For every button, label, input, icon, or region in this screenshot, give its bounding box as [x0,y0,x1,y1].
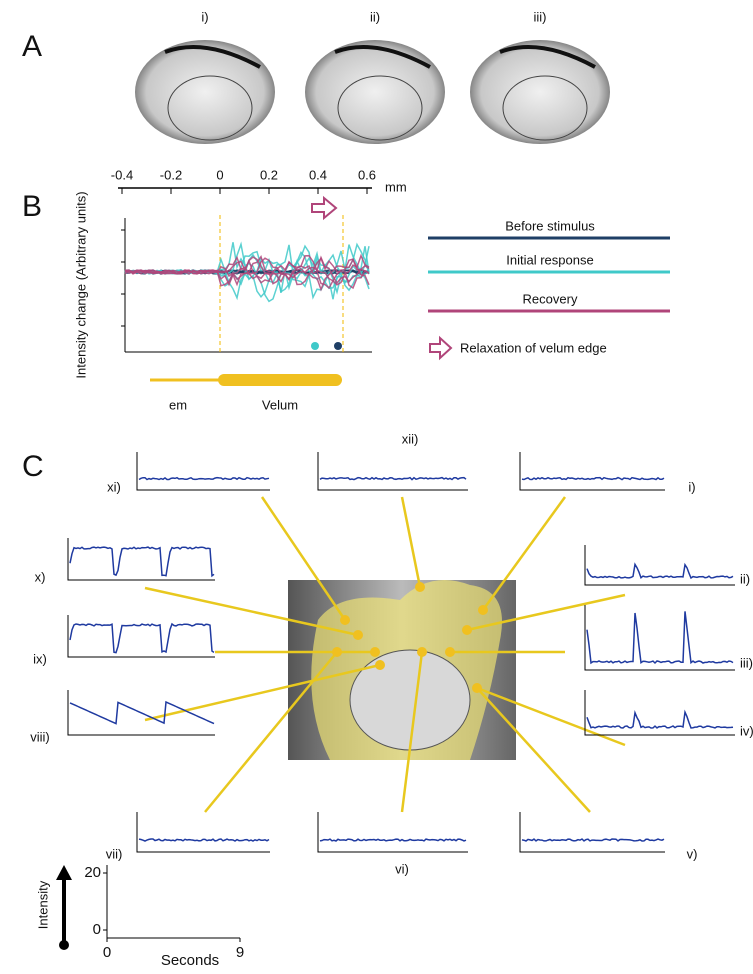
mini-trace [522,839,664,841]
tick-label: 9 [236,944,244,961]
plot-label: vi) [395,861,409,876]
mini-trace [70,547,214,576]
tick-label: 0.4 [309,167,327,182]
legend-label: Relaxation of velum edge [460,340,607,355]
dot [334,342,342,350]
figure: A B C i) ii) iii) -0.4 -0.2 0 0.2 0.4 0.6 mm Inten… [0,0,753,969]
y-axis-label: Intensity change (Arbitrary units) [73,191,88,378]
plot-label: xii) [402,431,419,446]
tick-label: 0 [216,167,223,182]
plot-label: ix) [33,651,47,666]
arrow-head [56,865,72,880]
mini-trace [70,702,214,724]
legend-label: Before stimulus [505,218,595,233]
tick-label: 0.6 [358,167,376,182]
axis-label: Seconds [161,952,219,969]
mini-trace [70,624,214,653]
mini-trace [587,611,733,663]
tick-label: -0.2 [160,167,182,182]
microscope-image [470,40,610,144]
mini-trace [139,478,269,480]
mini-trace [320,478,466,480]
plot-label: vii) [106,846,123,861]
scale-axes [107,865,240,938]
mini-axes [68,615,215,657]
mini-axes [137,452,270,490]
tick-label: 0 [103,944,111,961]
tick-label: 20 [84,864,101,881]
mini-axes [318,812,468,852]
tick-label: -0.4 [111,167,133,182]
tick-label: 0.2 [260,167,278,182]
dot [311,342,319,350]
plot-label: i) [688,479,695,494]
mini-trace [587,712,733,728]
microscope-image [135,40,275,144]
arrow-marker [312,198,336,218]
legend-label: Recovery [523,291,578,306]
mini-axes [68,538,215,580]
plot-label: xi) [107,479,121,494]
axis-unit: mm [385,179,407,194]
mini-axes [137,812,270,852]
mini-trace [139,839,269,841]
mini-trace [587,564,733,578]
arrow-base [59,940,69,950]
mini-axes [585,690,735,735]
mini-axes [585,605,735,670]
region-label: Velum [262,397,298,412]
tick-label: 0 [93,921,101,938]
mini-axes [520,812,665,852]
image-label: i) [201,9,208,24]
microscope-image [305,40,445,144]
axis-label: Intensity [35,880,50,929]
plot-label: ii) [740,571,750,586]
region-label: em [169,397,187,412]
mini-axes [318,452,468,490]
image-label: iii) [534,9,547,24]
panel-label: A [22,30,42,63]
panel-label: C [22,450,44,483]
legend-label: Initial response [506,252,593,267]
mini-trace [522,478,664,480]
velum-bar [218,374,342,386]
mini-axes [520,452,665,490]
plot-label: iv) [740,723,753,738]
image-label: ii) [370,9,380,24]
mini-axes [585,545,735,585]
plot-label: v) [687,846,698,861]
plot-label: viii) [30,729,50,744]
plot-label: iii) [740,655,753,670]
plot-label: x) [35,569,46,584]
mini-trace [320,839,466,841]
legend-arrow [430,338,451,358]
panel-label: B [22,190,42,223]
